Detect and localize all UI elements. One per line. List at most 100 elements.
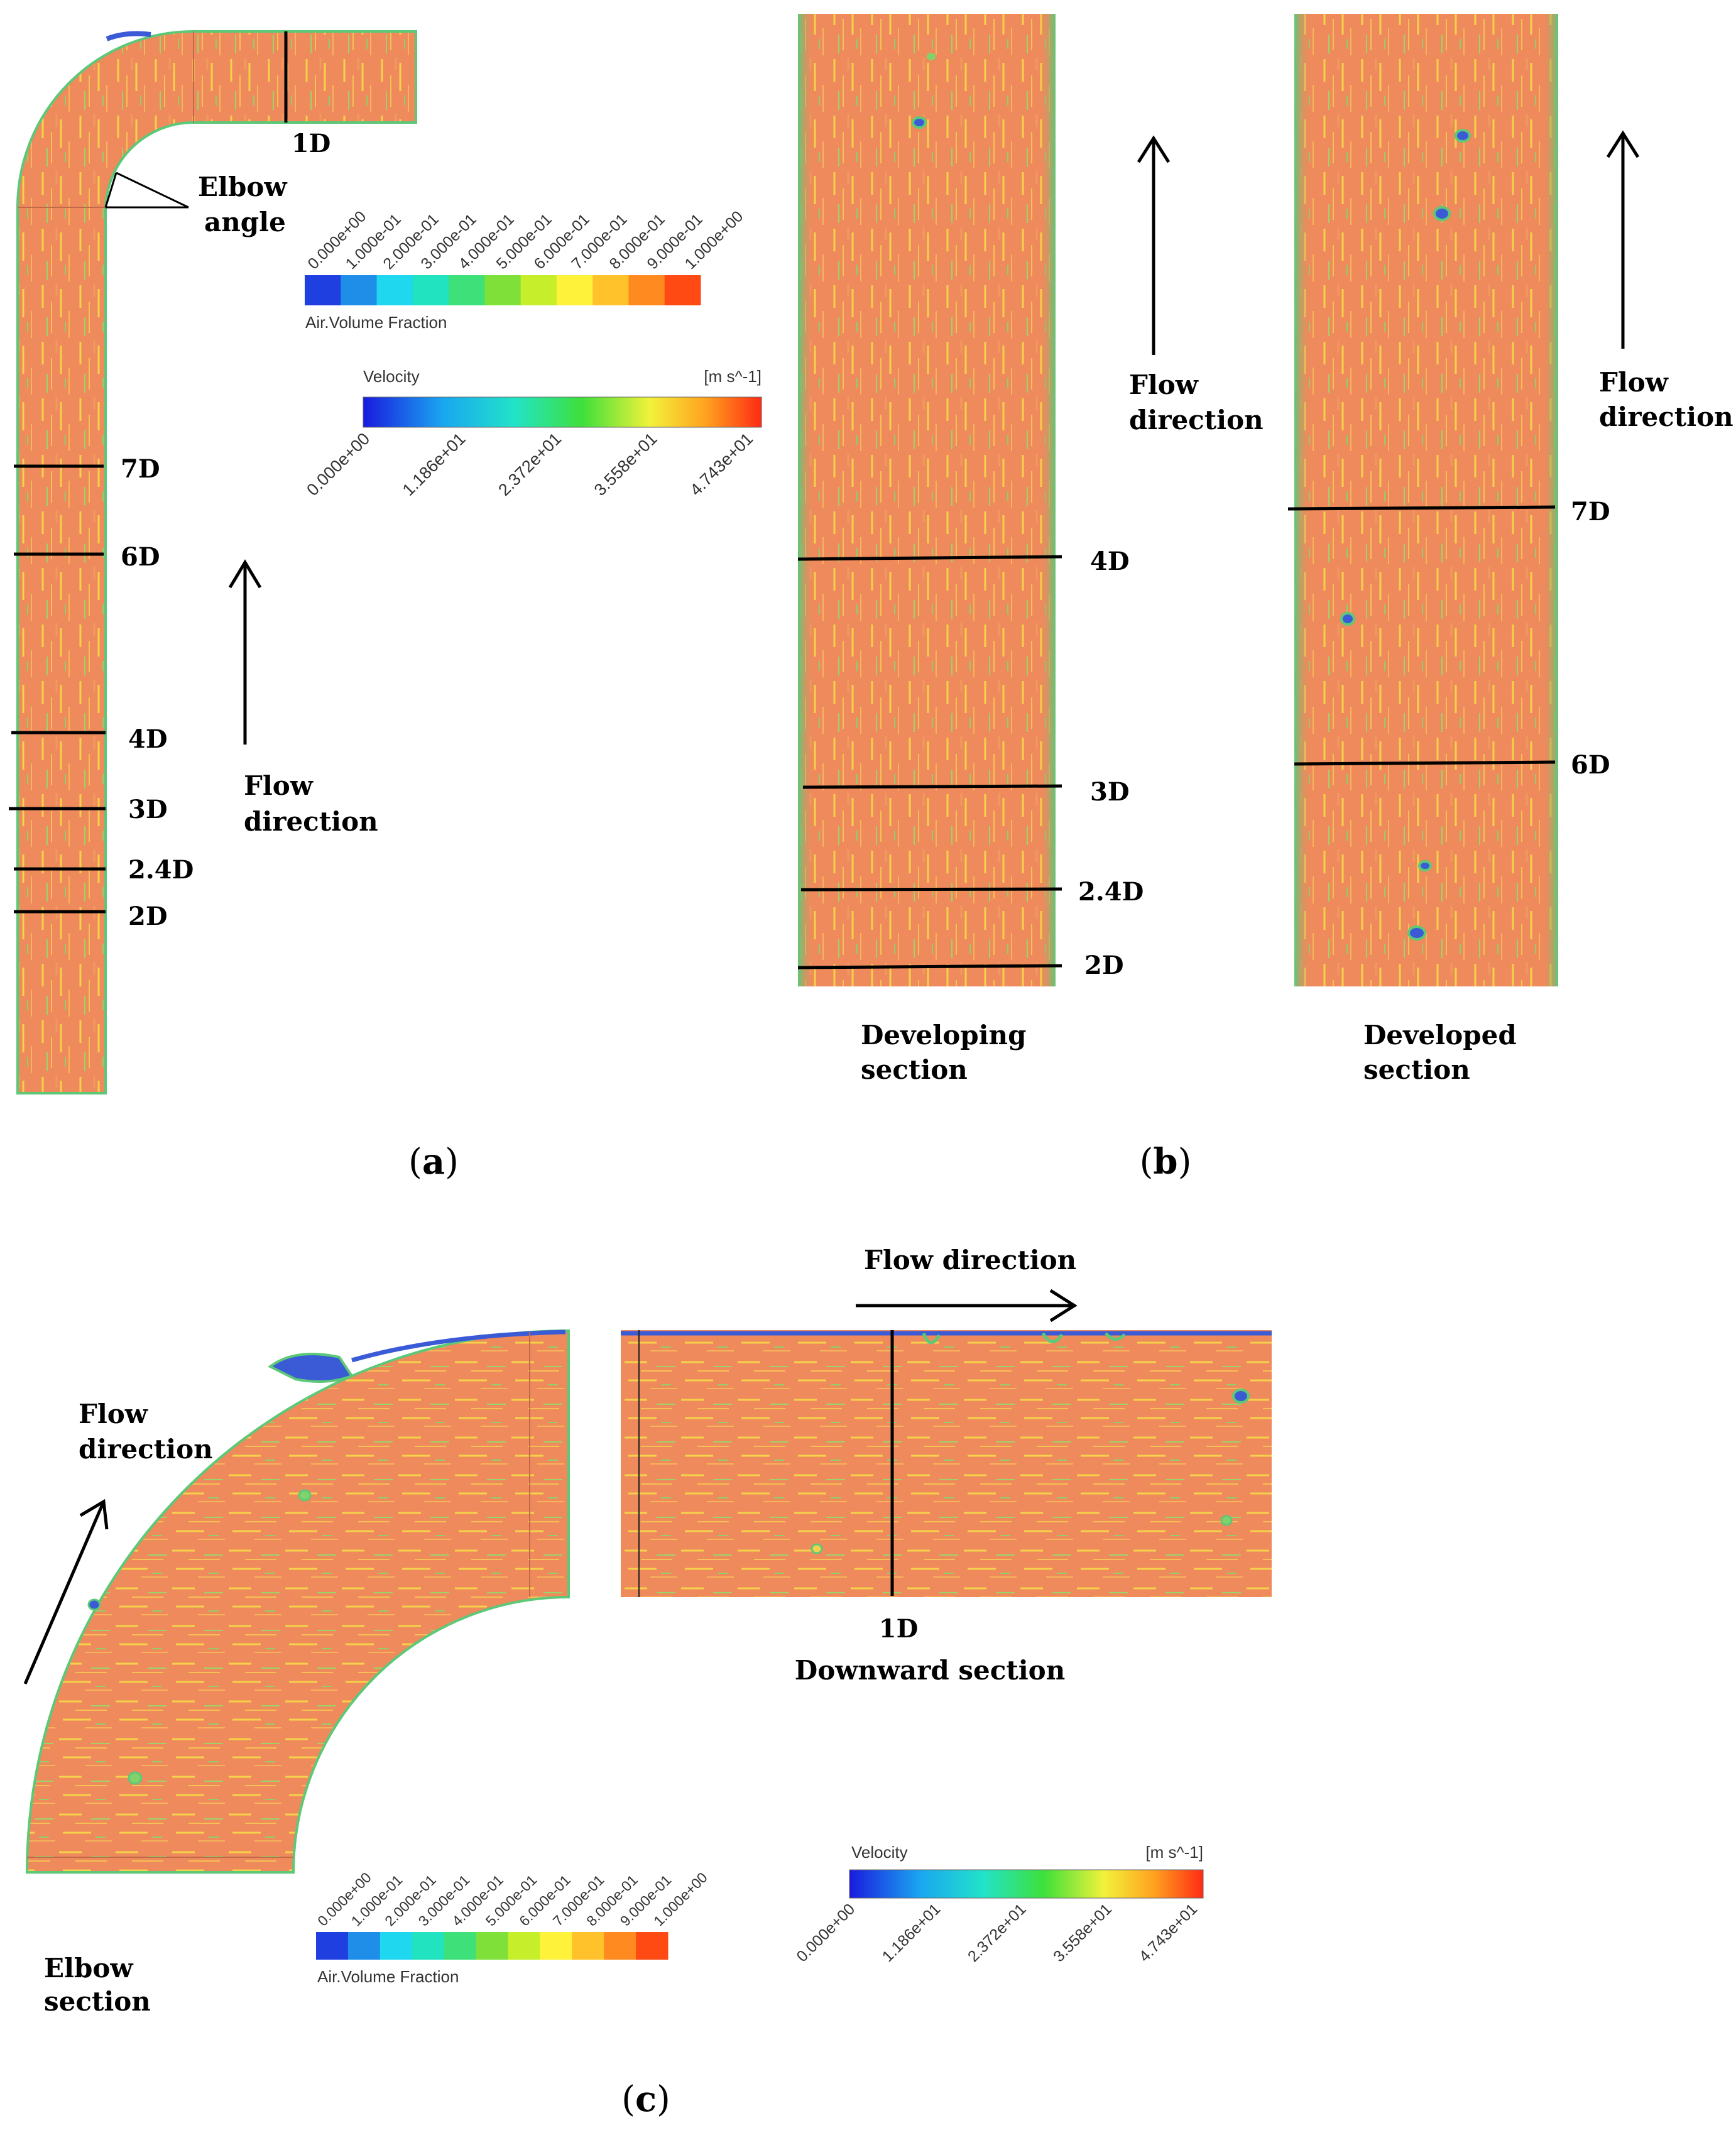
station-line-6D-b <box>1294 760 1556 766</box>
panel-caption-b: (b) <box>1140 1141 1192 1182</box>
developed-section-title-line1: Developed <box>1363 1020 1517 1051</box>
colorbar-bin <box>508 1932 540 1960</box>
pipe-a-air-film <box>106 31 151 41</box>
colorbar-tick-labels: 0.000e+001.000e-012.000e-013.000e-014.00… <box>314 1869 711 1929</box>
colorbar-bin <box>636 1932 669 1960</box>
elbow-air-film <box>351 1329 566 1363</box>
colorbar-tick-labels: 0.000e+00 1.186e+01 2.372e+01 3.558e+01 4.74… <box>793 1900 1201 1965</box>
air-bubble <box>912 116 927 129</box>
air-bubble <box>1220 1515 1233 1526</box>
developing-section-title-line1: Developing <box>861 1020 1026 1051</box>
colorbar-bin <box>341 275 378 305</box>
colorbar-tick-label: 0.000e+00 <box>793 1900 858 1965</box>
colorbar-bin <box>476 1932 508 1960</box>
colorbar-tick-label: 4.743e+01 <box>1135 1900 1201 1965</box>
volume-fraction-colorbar-a: 0.000e+001.000e-012.000e-013.000e-014.00… <box>304 207 746 332</box>
station-label-2D-b: 2D <box>1084 951 1124 980</box>
colorbar-bin <box>664 275 701 305</box>
flow-direction-developed-line1: Flow <box>1599 367 1669 398</box>
colorbar-bin <box>592 275 629 305</box>
flow-arrow-developed <box>1606 130 1640 349</box>
elbow-section-title-line2: section <box>44 1986 151 2017</box>
air-bubble <box>1232 1389 1250 1404</box>
downward-section-title: Downward section <box>795 1655 1065 1686</box>
air-bubble <box>1418 860 1432 871</box>
flow-arrow-developing <box>1137 135 1171 355</box>
flow-arrow-elbow <box>23 1498 109 1684</box>
air-bubble <box>128 1771 143 1785</box>
station-label-6D-b: 6D <box>1571 750 1610 780</box>
colorbar-bin <box>604 1932 636 1960</box>
colorbar-bin <box>556 275 593 305</box>
air-bubble <box>298 1489 312 1502</box>
colorbar-bin <box>412 1932 445 1960</box>
flow-direction-a-line1: Flow <box>244 770 314 801</box>
station-line-2D-b <box>797 964 1062 969</box>
velocity-gradient-bar <box>363 396 762 428</box>
air-bubble <box>1407 925 1426 941</box>
velocity-gradient-bar <box>849 1869 1204 1899</box>
colorbar-tick-labels: 0.000e+001.000e-012.000e-013.000e-014.00… <box>304 207 746 273</box>
elbow-angle-line-3 <box>116 172 189 209</box>
colorbar-bin <box>412 275 449 305</box>
downward-flow-direction: Flow direction <box>864 1245 1076 1275</box>
elbow-flow-direction-line2: direction <box>79 1434 213 1465</box>
station-label-4D: 4D <box>128 724 168 754</box>
colorbar-bin <box>347 1932 381 1960</box>
colorbar-bins <box>305 275 701 305</box>
station-label-6D: 6D <box>121 542 160 572</box>
air-bubble <box>1433 206 1451 221</box>
flow-arrow-downward <box>856 1289 1078 1323</box>
developed-pipe-wall <box>1294 14 1558 986</box>
developing-pipe-wall <box>798 14 1056 986</box>
colorbar-bin <box>572 1932 604 1960</box>
elbow-angle-label-line1: Elbow <box>198 172 287 202</box>
colorbar-unit: [m s^-1] <box>704 367 762 386</box>
air-bubble <box>927 53 936 60</box>
colorbar-bin <box>305 275 341 305</box>
air-bubble <box>87 1598 101 1611</box>
flow-arrow-a <box>228 559 262 745</box>
flow-direction-developed-line2: direction <box>1599 401 1733 432</box>
station-label-2.4D: 2.4D <box>128 855 194 885</box>
colorbar-bin <box>444 1932 477 1960</box>
colorbar-bin <box>540 1932 572 1960</box>
flow-direction-developing-line2: direction <box>1129 405 1264 435</box>
station-label-7D-b: 7D <box>1571 497 1610 527</box>
station-label-3D: 3D <box>128 795 168 824</box>
colorbar-unit: [m s^-1] <box>1145 1843 1203 1862</box>
colorbar-tick-label: 1.186e+01 <box>399 429 469 499</box>
colorbar-tick-label: 0.000e+00 <box>303 429 373 499</box>
volume-fraction-colorbar-c: 0.000e+001.000e-012.000e-013.000e-014.00… <box>314 1869 711 1986</box>
colorbar-title: Air.Volume Fraction <box>305 313 447 332</box>
colorbar-title: Air.Volume Fraction <box>317 1967 459 1986</box>
velocity-colorbar-a: Velocity [m s^-1] 0.000e+00 1.186e+01 2.37… <box>303 367 762 499</box>
flow-direction-a-line2: direction <box>244 806 378 837</box>
elbow-flow-direction-line1: Flow <box>79 1399 148 1429</box>
colorbar-tick-label: 3.558e+01 <box>1050 1900 1115 1965</box>
station-label-2D: 2D <box>128 902 168 931</box>
station-label-1D-c: 1D <box>879 1614 919 1644</box>
colorbar-tick-label: 4.743e+01 <box>686 429 756 499</box>
station-line-3D-b <box>802 784 1062 789</box>
panel-caption-a: (a) <box>408 1141 459 1182</box>
downward-wall-fringe <box>922 1332 1126 1345</box>
flow-direction-developing-line1: Flow <box>1129 369 1199 400</box>
air-bubble <box>1340 612 1355 626</box>
colorbar-tick-labels: 0.000e+00 1.186e+01 2.372e+01 3.558e+01 4.74… <box>303 429 756 499</box>
station-label-7D: 7D <box>121 454 160 484</box>
elbow-angle-line-2 <box>104 172 117 208</box>
panel-caption-c: (c) <box>621 2078 670 2120</box>
colorbar-tick-label: 1.186e+01 <box>879 1900 944 1965</box>
station-label-1D: 1D <box>292 129 331 158</box>
colorbar-bin <box>379 1932 413 1960</box>
station-line-4D-b <box>797 555 1062 561</box>
station-label-4D-b: 4D <box>1090 547 1130 576</box>
colorbar-bins <box>316 1932 669 1960</box>
station-line-7D-b <box>1287 505 1556 511</box>
colorbar-title: Velocity <box>851 1843 908 1862</box>
colorbar-bin <box>316 1932 349 1960</box>
air-bubble <box>1455 129 1471 143</box>
velocity-colorbar-c: Velocity [m s^-1] 0.000e+00 1.186e+01 2.37… <box>793 1843 1204 1965</box>
colorbar-tick-label: 2.372e+01 <box>494 429 565 499</box>
